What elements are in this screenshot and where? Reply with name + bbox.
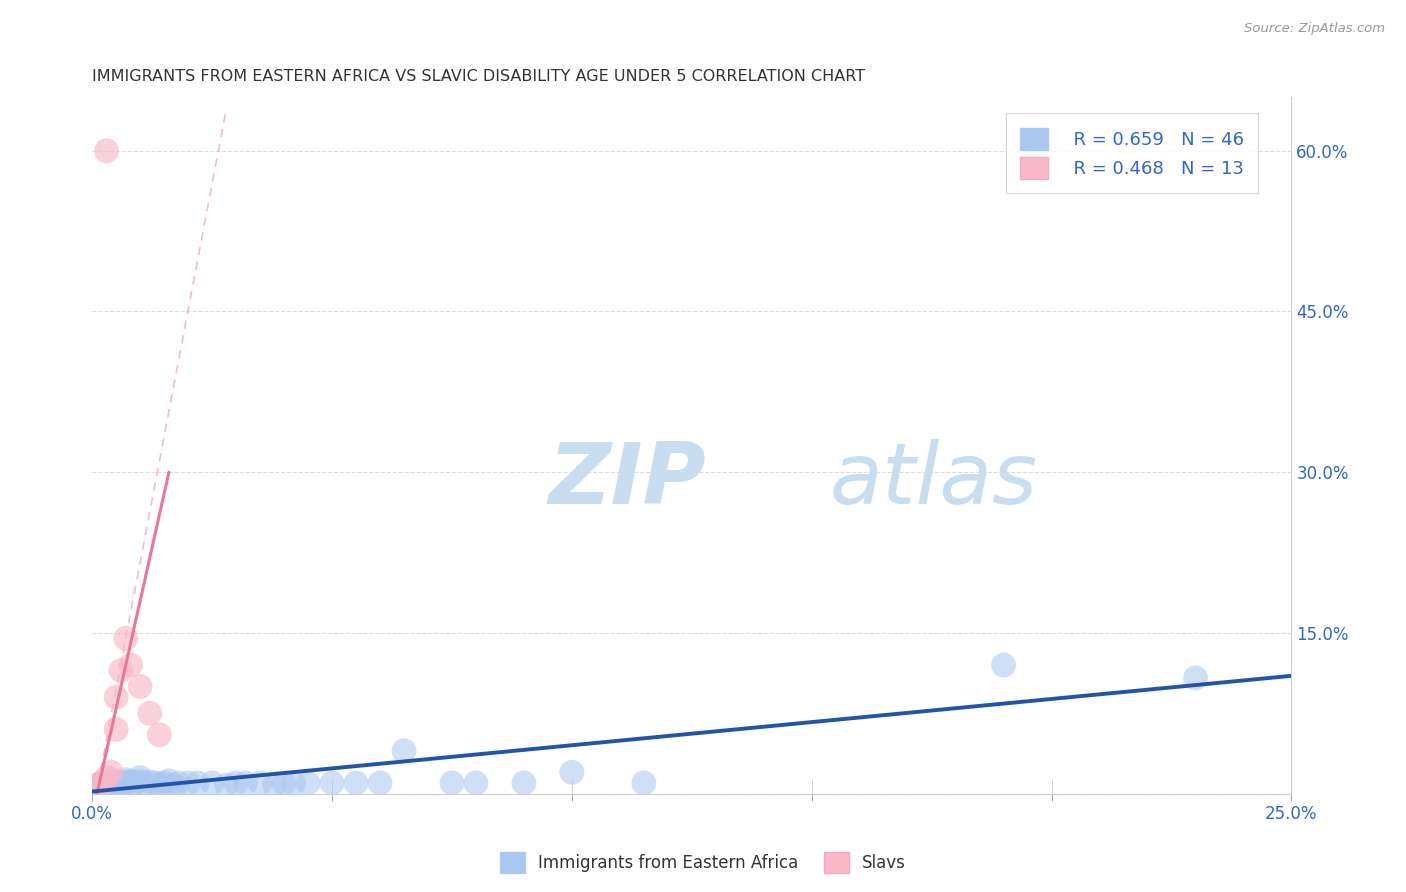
Point bbox=[110, 777, 132, 791]
Point bbox=[129, 680, 152, 694]
Point bbox=[215, 778, 238, 792]
Point bbox=[120, 778, 142, 792]
Point bbox=[249, 776, 271, 790]
Point bbox=[86, 778, 108, 792]
Point bbox=[148, 728, 170, 742]
Point bbox=[633, 776, 655, 790]
Point bbox=[440, 776, 463, 790]
Point bbox=[368, 776, 391, 790]
Point bbox=[392, 744, 415, 758]
Point bbox=[465, 776, 488, 790]
Point bbox=[90, 776, 112, 790]
Point bbox=[148, 777, 170, 791]
Text: atlas: atlas bbox=[830, 439, 1038, 522]
Point bbox=[105, 773, 128, 788]
Point bbox=[114, 772, 136, 787]
Point bbox=[105, 690, 128, 705]
Point bbox=[120, 658, 142, 673]
Text: Source: ZipAtlas.com: Source: ZipAtlas.com bbox=[1244, 22, 1385, 36]
Point bbox=[134, 776, 156, 790]
Point bbox=[153, 776, 176, 790]
Point bbox=[157, 773, 180, 788]
Point bbox=[114, 776, 136, 790]
Point bbox=[124, 776, 146, 790]
Point bbox=[110, 775, 132, 789]
Point bbox=[139, 775, 162, 789]
Point bbox=[167, 776, 190, 790]
Legend: Immigrants from Eastern Africa, Slavs: Immigrants from Eastern Africa, Slavs bbox=[494, 846, 912, 880]
Point bbox=[129, 771, 152, 785]
Point bbox=[273, 776, 295, 790]
Point bbox=[344, 776, 367, 790]
Point bbox=[163, 778, 186, 792]
Point bbox=[263, 778, 285, 792]
Text: IMMIGRANTS FROM EASTERN AFRICA VS SLAVIC DISABILITY AGE UNDER 5 CORRELATION CHAR: IMMIGRANTS FROM EASTERN AFRICA VS SLAVIC… bbox=[93, 69, 865, 84]
Point bbox=[120, 773, 142, 788]
Text: ZIP: ZIP bbox=[548, 439, 706, 522]
Point bbox=[86, 778, 108, 792]
Point bbox=[143, 776, 166, 790]
Point bbox=[114, 632, 136, 646]
Point bbox=[96, 777, 118, 791]
Point bbox=[96, 771, 118, 785]
Point bbox=[1184, 671, 1206, 685]
Point bbox=[139, 706, 162, 721]
Point bbox=[177, 776, 200, 790]
Point bbox=[187, 776, 209, 790]
Point bbox=[96, 773, 118, 788]
Legend:   R = 0.659   N = 46,   R = 0.468   N = 13: R = 0.659 N = 46, R = 0.468 N = 13 bbox=[1007, 113, 1258, 194]
Point bbox=[235, 776, 257, 790]
Point bbox=[561, 765, 583, 780]
Point bbox=[100, 776, 122, 790]
Point bbox=[297, 776, 319, 790]
Point bbox=[110, 664, 132, 678]
Point bbox=[993, 658, 1015, 673]
Point bbox=[100, 765, 122, 780]
Point bbox=[225, 776, 247, 790]
Point bbox=[513, 776, 536, 790]
Point bbox=[105, 723, 128, 737]
Point bbox=[129, 773, 152, 788]
Point bbox=[201, 776, 224, 790]
Point bbox=[283, 776, 305, 790]
Point bbox=[321, 776, 343, 790]
Point bbox=[90, 776, 112, 790]
Point bbox=[96, 144, 118, 158]
Point bbox=[105, 778, 128, 792]
